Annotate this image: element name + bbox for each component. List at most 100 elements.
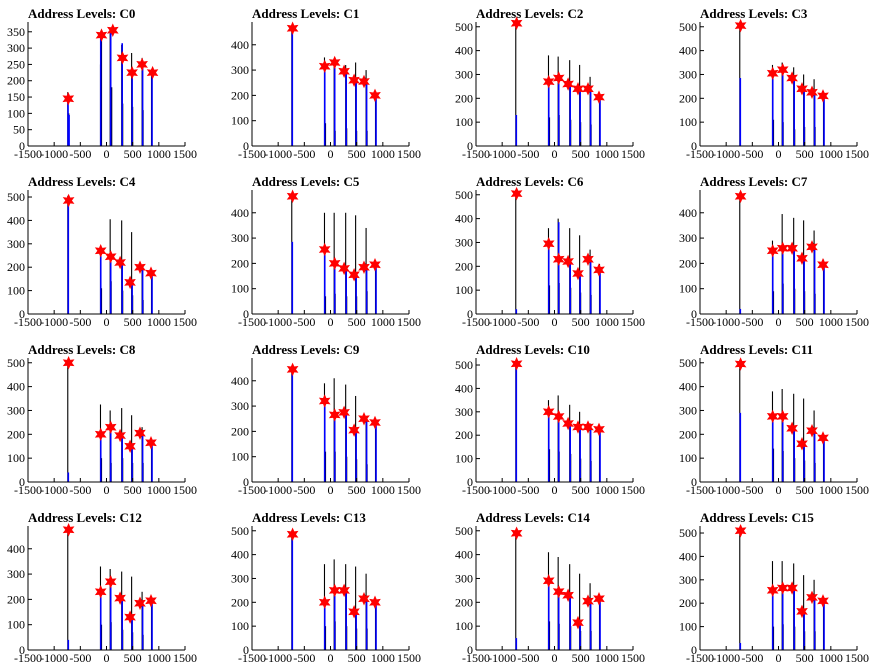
peak-marker — [338, 405, 350, 420]
x-tick-label: 0 — [776, 651, 782, 665]
peak-marker — [542, 74, 555, 89]
y-tick-label: 0 — [467, 139, 473, 153]
x-tick-label: 500 — [572, 483, 590, 497]
y-tick-label: 500 — [455, 524, 473, 538]
x-tick-label: -1500 — [238, 651, 266, 665]
x-tick-label: 500 — [348, 651, 366, 665]
y-tick-label: 0 — [243, 643, 249, 657]
x-tick-label: -1500 — [686, 315, 714, 329]
y-tick-label: 500 — [455, 358, 473, 372]
y-tick-label: 250 — [7, 57, 25, 71]
peak-marker — [348, 268, 360, 282]
subplot-title: Address Levels: C12 — [28, 510, 142, 525]
peak-marker — [318, 595, 331, 610]
y-tick-label: 300 — [679, 67, 697, 81]
peak-marker — [95, 28, 108, 42]
x-tick-label: 0 — [552, 147, 558, 161]
x-tick-label: 1500 — [621, 483, 645, 497]
peak-marker — [562, 416, 574, 431]
y-tick-label: 300 — [7, 403, 25, 417]
y-tick-label: 400 — [455, 44, 473, 58]
peak-marker — [510, 526, 523, 540]
y-tick-label: 300 — [455, 405, 473, 419]
x-tick-label: -1000 — [40, 483, 68, 497]
y-tick-label: 100 — [455, 115, 473, 129]
peak-marker — [338, 261, 350, 276]
y-tick-label: 0 — [691, 643, 697, 657]
y-tick-label: 100 — [7, 106, 25, 120]
subplot-10: Address Levels: C10 0 100 200 300 400 500 -1500… — [455, 342, 645, 497]
y-tick-label: 400 — [679, 44, 697, 58]
peak-marker — [124, 275, 136, 290]
peak-marker — [116, 51, 129, 65]
x-tick-label: -500 — [741, 651, 763, 665]
y-tick-label: 200 — [455, 91, 473, 105]
x-tick-label: -1500 — [686, 147, 714, 161]
y-tick-label: 400 — [231, 38, 249, 52]
x-tick-label: -500 — [741, 483, 763, 497]
y-tick-label: 100 — [455, 619, 473, 633]
subplot-title: Address Levels: C13 — [252, 510, 366, 525]
subplot-7: Address Levels: C7 0 100 200 300 400 -1500-100… — [679, 174, 869, 329]
x-tick-label: 500 — [572, 651, 590, 665]
peak-marker — [318, 394, 331, 408]
x-tick-label: -500 — [517, 315, 539, 329]
y-tick-label: 300 — [679, 231, 697, 245]
x-tick-label: 0 — [328, 651, 334, 665]
x-tick-label: -500 — [293, 315, 315, 329]
x-tick-label: -1500 — [238, 147, 266, 161]
x-tick-label: 1500 — [397, 483, 421, 497]
peak-marker — [510, 16, 523, 30]
subplot-title: Address Levels: C9 — [252, 342, 360, 357]
y-tick-label: 200 — [679, 91, 697, 105]
peak-marker — [552, 584, 565, 599]
peak-marker — [562, 254, 574, 269]
peak-marker — [348, 73, 360, 87]
x-tick-label: 0 — [776, 483, 782, 497]
x-tick-label: -1000 — [264, 651, 292, 665]
x-tick-label: -1500 — [462, 651, 490, 665]
peak-marker — [817, 594, 829, 608]
y-tick-label: 0 — [19, 475, 25, 489]
x-tick-label: 500 — [124, 315, 142, 329]
peak-marker — [369, 415, 381, 430]
peak-marker — [338, 583, 350, 598]
x-tick-label: 0 — [776, 315, 782, 329]
subplot-title: Address Levels: C7 — [700, 174, 808, 189]
peak-marker — [369, 595, 381, 610]
peak-marker — [734, 18, 747, 33]
peak-marker — [358, 74, 370, 89]
y-tick-label: 350 — [7, 25, 25, 39]
peak-marker — [146, 65, 159, 80]
peak-marker — [136, 57, 148, 72]
x-tick-label: 1500 — [397, 651, 421, 665]
x-tick-label: -1000 — [488, 315, 516, 329]
y-tick-label: 100 — [231, 282, 249, 296]
x-tick-label: 1000 — [595, 651, 619, 665]
y-tick-label: 300 — [231, 399, 249, 413]
x-tick-label: -1500 — [14, 651, 42, 665]
x-tick-label: -1000 — [712, 147, 740, 161]
x-tick-label: 1500 — [621, 147, 645, 161]
y-tick-label: 200 — [231, 595, 249, 609]
x-tick-label: -1000 — [264, 147, 292, 161]
peak-marker — [786, 581, 798, 595]
y-tick-label: 400 — [455, 381, 473, 395]
x-tick-label: 0 — [104, 651, 110, 665]
x-tick-label: 0 — [776, 147, 782, 161]
peak-marker — [734, 189, 747, 204]
x-tick-label: 1500 — [173, 651, 197, 665]
x-tick-label: 1500 — [845, 483, 869, 497]
peak-marker — [328, 408, 341, 422]
x-tick-label: 1000 — [371, 147, 395, 161]
x-tick-label: 1500 — [845, 147, 869, 161]
y-tick-label: 500 — [455, 20, 473, 34]
peak-marker — [552, 252, 565, 266]
subplot-11: Address Levels: C11 0 100 200 300 400 500 -1500… — [679, 342, 869, 497]
peak-marker — [593, 263, 605, 277]
x-tick-label: -1500 — [462, 483, 490, 497]
y-tick-label: 300 — [679, 403, 697, 417]
peak-marker — [134, 426, 146, 440]
subplot-4: Address Levels: C40100200300400500-1500-… — [7, 174, 197, 329]
x-tick-label: 0 — [552, 651, 558, 665]
